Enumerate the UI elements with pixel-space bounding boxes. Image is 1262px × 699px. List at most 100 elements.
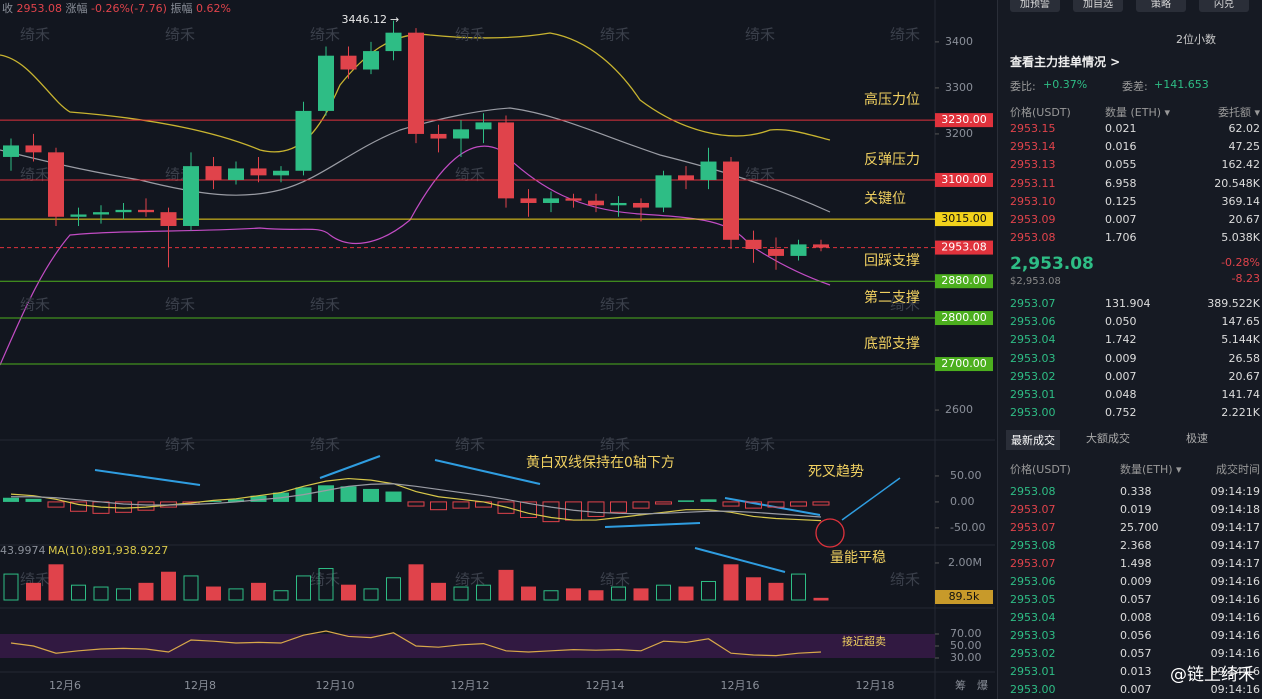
x-tick-label: 12月12 xyxy=(451,679,490,692)
tab[interactable]: 大额成交 xyxy=(1086,432,1130,445)
y-tick-label: 2.00M xyxy=(948,556,982,569)
volume-bar xyxy=(723,564,739,601)
bid-cell: 2953.02 xyxy=(1010,369,1056,383)
watermark: 绮禾 xyxy=(20,296,50,314)
watermark: 绮禾 xyxy=(310,436,340,454)
macd-bar xyxy=(340,486,357,502)
ask-cell: 2953.11 xyxy=(1010,176,1056,190)
vol-ma: MA(10):891,938.9227 xyxy=(48,544,168,557)
volume-bar xyxy=(633,588,649,601)
brand: @链上绮禾 xyxy=(1170,665,1255,685)
trade-cell: 0.013 xyxy=(1120,665,1152,678)
candle-body xyxy=(700,161,717,180)
watermark: 绮禾 xyxy=(20,26,50,44)
button[interactable]: 加预警 xyxy=(1010,0,1060,12)
trade-header: 数量(ETH) ▾ xyxy=(1120,463,1182,476)
button[interactable]: 策略 xyxy=(1136,0,1186,12)
book-header: 数量 (ETH) ▾ xyxy=(1105,106,1171,119)
volume-bar xyxy=(611,586,626,601)
close: 2953.08 xyxy=(17,2,63,15)
bid-cell: 1.742 xyxy=(1105,333,1137,347)
watermark: 绮禾 xyxy=(745,26,775,44)
watermark: 绮禾 xyxy=(165,436,195,454)
bid-cell: 2953.06 xyxy=(1010,315,1056,329)
trade-cell: 09:14:16 xyxy=(1210,575,1260,588)
trade-cell: 2953.07 xyxy=(1010,521,1056,534)
bid-cell: 2953.01 xyxy=(1010,388,1056,401)
macd-bar xyxy=(497,501,515,514)
bid-cell: 141.74 xyxy=(1221,388,1261,401)
tab[interactable]: 极速 xyxy=(1186,432,1208,445)
ask-cell: 0.125 xyxy=(1105,194,1137,208)
ask-cell: 2953.08 xyxy=(1010,231,1056,245)
decimals[interactable]: 2位小数 xyxy=(1176,33,1216,46)
ask-cell: 1.706 xyxy=(1105,231,1137,245)
mid-chg: -8.23 xyxy=(1231,272,1260,285)
trade-cell: 09:14:16 xyxy=(1210,647,1260,660)
close-label: 收 xyxy=(2,1,13,15)
trade-cell: 09:14:17 xyxy=(1210,521,1260,534)
macd-bar xyxy=(790,501,807,507)
bid-cell: 0.050 xyxy=(1105,315,1137,329)
trade-cell: 2953.01 xyxy=(1010,665,1056,678)
trade-cell: 09:14:16 xyxy=(1210,629,1260,642)
axis-extra: 爆 xyxy=(977,678,988,692)
y-tick-label: 70.00 xyxy=(950,627,982,640)
tab[interactable]: 最新成交 xyxy=(1006,430,1060,450)
macd-bar xyxy=(700,499,717,502)
macd-bar xyxy=(363,488,379,502)
trade-cell: 25.700 xyxy=(1120,521,1159,534)
watermark: 绮禾 xyxy=(600,26,630,44)
ask-cell: 2953.13 xyxy=(1010,158,1056,172)
volume-bar xyxy=(273,590,289,601)
candle-body xyxy=(768,248,784,256)
volume-bar xyxy=(318,568,334,601)
peak-arrow: → xyxy=(390,13,399,26)
macd-bar xyxy=(318,485,334,502)
volume-note: 量能平稳 xyxy=(830,550,886,566)
trade-cell: 09:14:17 xyxy=(1210,557,1260,570)
trade-cell: 1.498 xyxy=(1120,557,1152,570)
volume-bar xyxy=(71,584,86,601)
volume-bar xyxy=(138,582,154,601)
y-tick-label: 50.00 xyxy=(950,469,982,482)
volume-bar xyxy=(453,586,469,601)
arrow xyxy=(724,497,821,516)
macd-bar xyxy=(678,500,694,502)
ask-cell: 5.038K xyxy=(1221,231,1260,245)
volume-bar xyxy=(521,586,536,601)
candle-body xyxy=(228,168,244,180)
ask-cell: 6.958 xyxy=(1105,176,1137,190)
macd-bar xyxy=(812,501,830,506)
volume-bar xyxy=(791,573,806,601)
arrow xyxy=(434,459,541,485)
depth-link[interactable]: 查看主力挂单情况 > xyxy=(1010,55,1121,69)
arrow xyxy=(841,477,901,521)
watermark: 绮禾 xyxy=(310,26,340,44)
macd-bar xyxy=(70,501,87,512)
trade-cell: 09:14:16 xyxy=(1210,665,1260,678)
volume-bar xyxy=(498,569,514,601)
arrow xyxy=(604,522,701,528)
ask-cell: 162.42 xyxy=(1221,158,1261,172)
level-tag-label: 3100.00 xyxy=(941,173,987,186)
button[interactable]: 闪兑 xyxy=(1199,0,1249,12)
level-tag xyxy=(935,311,993,326)
y-tick-label: 0.00 xyxy=(950,495,975,508)
macd-bar xyxy=(722,501,740,507)
bid-cell: 2953.00 xyxy=(1010,406,1056,420)
trade-cell: 09:14:17 xyxy=(1210,539,1260,552)
macd-bar xyxy=(250,495,267,502)
level-tag xyxy=(935,172,993,187)
x-tick-label: 12月14 xyxy=(586,679,625,692)
bid-cell: 147.65 xyxy=(1221,315,1261,329)
ask-cell: 2953.14 xyxy=(1010,140,1056,154)
macd-bar xyxy=(47,501,65,508)
highlight-circle xyxy=(815,518,845,548)
macd-bar xyxy=(610,501,627,513)
volume-bar xyxy=(116,588,131,601)
trade-cell: 2953.02 xyxy=(1010,647,1056,660)
diff-label: 委差: xyxy=(1122,80,1148,93)
volume-bar xyxy=(701,580,716,601)
button[interactable]: 加自选 xyxy=(1073,0,1123,12)
